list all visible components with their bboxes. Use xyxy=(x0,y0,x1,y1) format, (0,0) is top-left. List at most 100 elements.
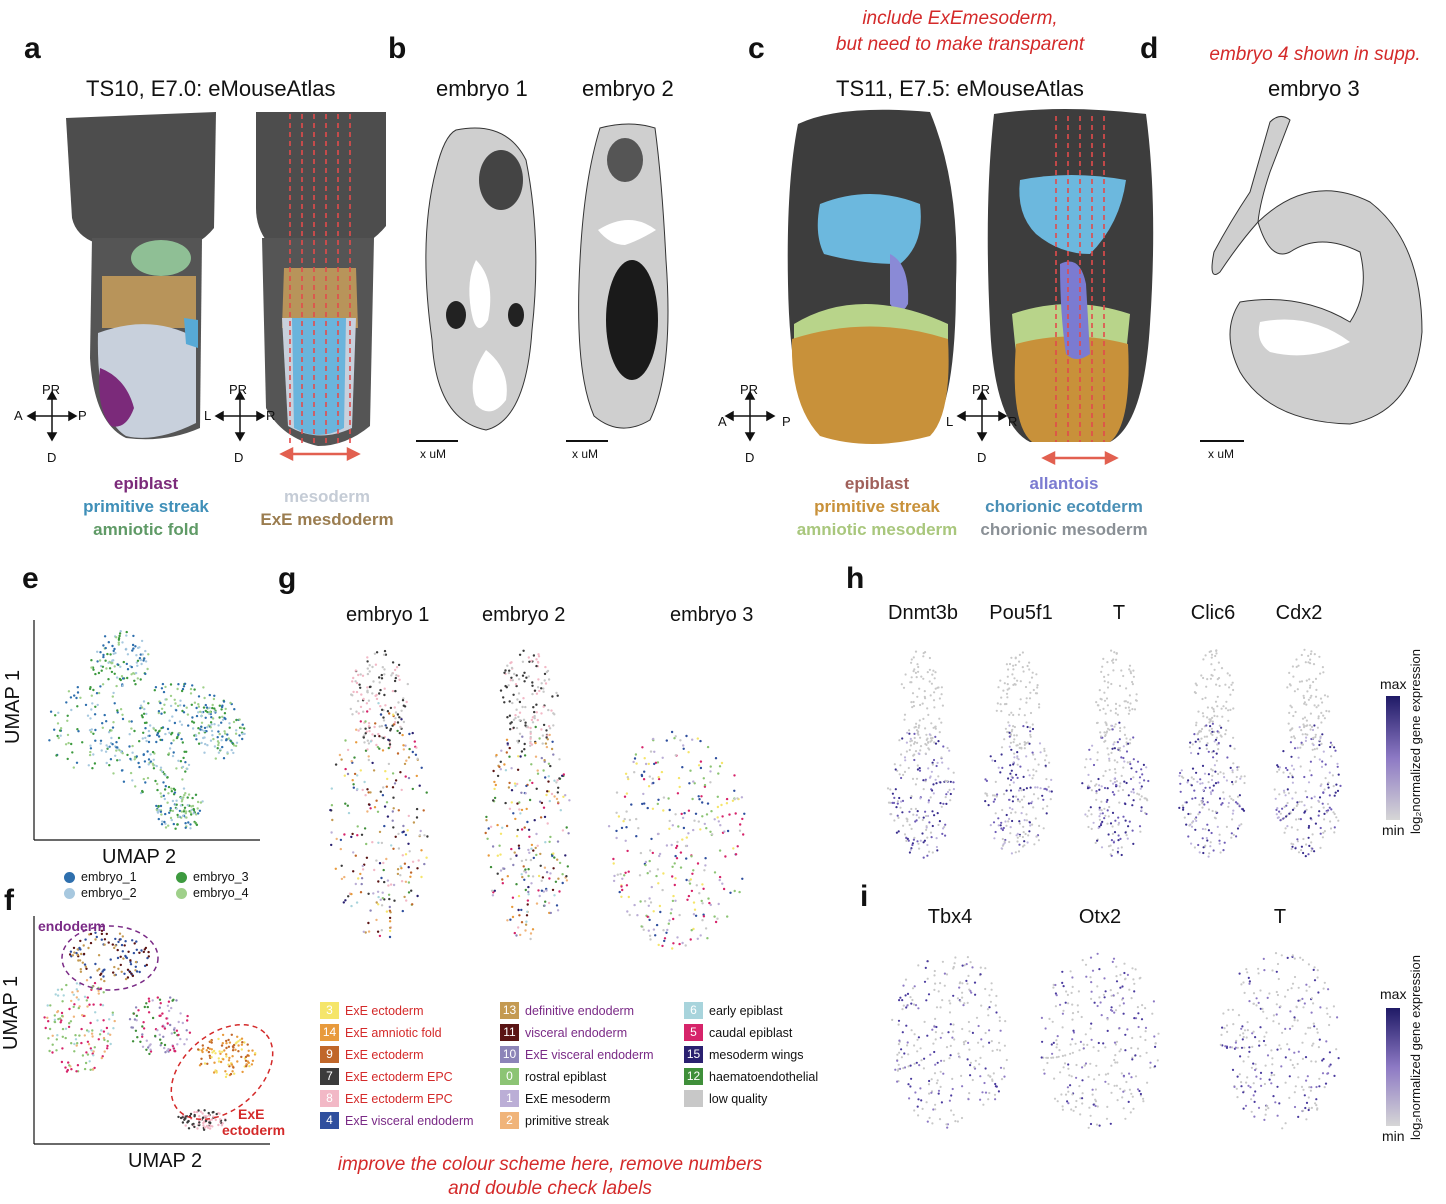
expression-point xyxy=(919,703,922,707)
expression-point xyxy=(1008,745,1011,748)
expression-point xyxy=(1186,781,1189,784)
umap-point xyxy=(143,721,147,725)
spatial-point xyxy=(709,781,712,784)
spatial-point xyxy=(692,927,695,931)
spatial-point xyxy=(685,857,688,860)
expression-point xyxy=(949,780,952,783)
umap-point xyxy=(142,950,145,954)
expression-point xyxy=(1016,751,1019,754)
umap-point xyxy=(185,750,188,753)
spatial-point xyxy=(537,678,540,681)
expression-point xyxy=(1096,758,1099,762)
expression-point xyxy=(905,750,908,753)
expression-point xyxy=(1093,1001,1096,1004)
embryo-legend-item: embryo_2 xyxy=(64,886,137,900)
umap-point xyxy=(106,1047,109,1050)
cluster-label: low quality xyxy=(709,1091,768,1106)
expression-point xyxy=(974,1059,977,1062)
umap-point xyxy=(168,811,171,814)
spatial-point xyxy=(531,716,535,719)
spatial-point xyxy=(539,864,542,867)
expression-point xyxy=(1323,788,1326,791)
spatial-point xyxy=(495,753,498,757)
spatial-point xyxy=(544,742,548,745)
expression-point xyxy=(1075,1076,1078,1079)
expression-point xyxy=(902,686,906,689)
spatial-point xyxy=(615,811,618,814)
spatial-point xyxy=(373,734,377,738)
spatial-point xyxy=(366,788,369,791)
expression-point xyxy=(1301,958,1304,961)
expression-point xyxy=(1017,789,1021,792)
expression-point xyxy=(947,1031,950,1034)
spatial-point xyxy=(365,702,369,705)
expression-point xyxy=(1086,787,1090,790)
expression-point xyxy=(1226,756,1229,759)
umap-point xyxy=(164,732,167,736)
umap-point xyxy=(171,731,174,735)
expression-point xyxy=(1031,800,1034,803)
spatial-point xyxy=(696,937,699,940)
umap-point xyxy=(175,803,178,806)
spatial-point xyxy=(510,666,514,670)
expression-point xyxy=(1100,1014,1103,1017)
expression-point xyxy=(1272,1014,1275,1017)
umap-point xyxy=(75,1044,78,1047)
expression-point xyxy=(1197,738,1200,741)
spatial-point xyxy=(633,903,636,907)
umap-point xyxy=(64,1036,67,1040)
expression-point xyxy=(903,713,907,716)
umap-point xyxy=(187,763,191,767)
expression-point xyxy=(1131,680,1134,684)
spatial-point xyxy=(535,692,539,695)
expression-point xyxy=(1003,840,1006,843)
expression-point xyxy=(904,994,907,997)
spatial-point xyxy=(534,755,538,758)
umap-point xyxy=(89,941,93,945)
expression-point xyxy=(1320,711,1323,714)
spatial-point xyxy=(656,802,659,806)
gene-title-i: T xyxy=(1273,906,1287,928)
umap-point xyxy=(240,1037,244,1040)
expression-point xyxy=(1010,748,1013,751)
expression-point xyxy=(1111,960,1114,963)
expression-point xyxy=(1005,813,1008,817)
umap-point xyxy=(128,733,131,736)
expression-point xyxy=(1308,678,1311,681)
umap-point xyxy=(59,1017,62,1020)
expression-point xyxy=(1205,685,1208,688)
expression-point xyxy=(935,764,938,768)
expression-point xyxy=(931,673,934,676)
umap-point xyxy=(221,718,225,721)
umap-point xyxy=(181,1121,185,1124)
expression-point xyxy=(1293,1105,1297,1109)
expression-point xyxy=(1139,1055,1142,1058)
spatial-point xyxy=(625,810,628,813)
expression-point xyxy=(1310,1106,1313,1109)
umap-point xyxy=(169,1023,172,1027)
umap-point xyxy=(156,732,160,735)
umap-point xyxy=(133,942,136,945)
axis-label-pr: PR xyxy=(972,382,991,397)
expression-point xyxy=(1094,784,1097,787)
expression-point xyxy=(1133,982,1136,985)
cluster-label: caudal epiblast xyxy=(709,1025,793,1040)
umap-point xyxy=(189,687,193,691)
spatial-point xyxy=(352,676,355,680)
expression-point xyxy=(1008,713,1011,716)
cluster-swatch: 3 xyxy=(320,1002,339,1019)
expression-point xyxy=(1299,999,1302,1002)
orientation-axes-c-right xyxy=(956,390,1008,442)
expression-point xyxy=(1313,850,1316,853)
spatial-point xyxy=(547,762,551,765)
expression-point xyxy=(1316,1107,1319,1110)
expression-point xyxy=(1058,1049,1061,1052)
spatial-point xyxy=(643,770,646,773)
umap-point xyxy=(144,727,147,730)
expression-point xyxy=(1028,742,1031,745)
spatial-point xyxy=(627,777,630,781)
spatial-point xyxy=(485,819,488,822)
umap-point xyxy=(103,979,106,983)
umap-point xyxy=(167,792,170,795)
spatial-point xyxy=(394,676,397,680)
